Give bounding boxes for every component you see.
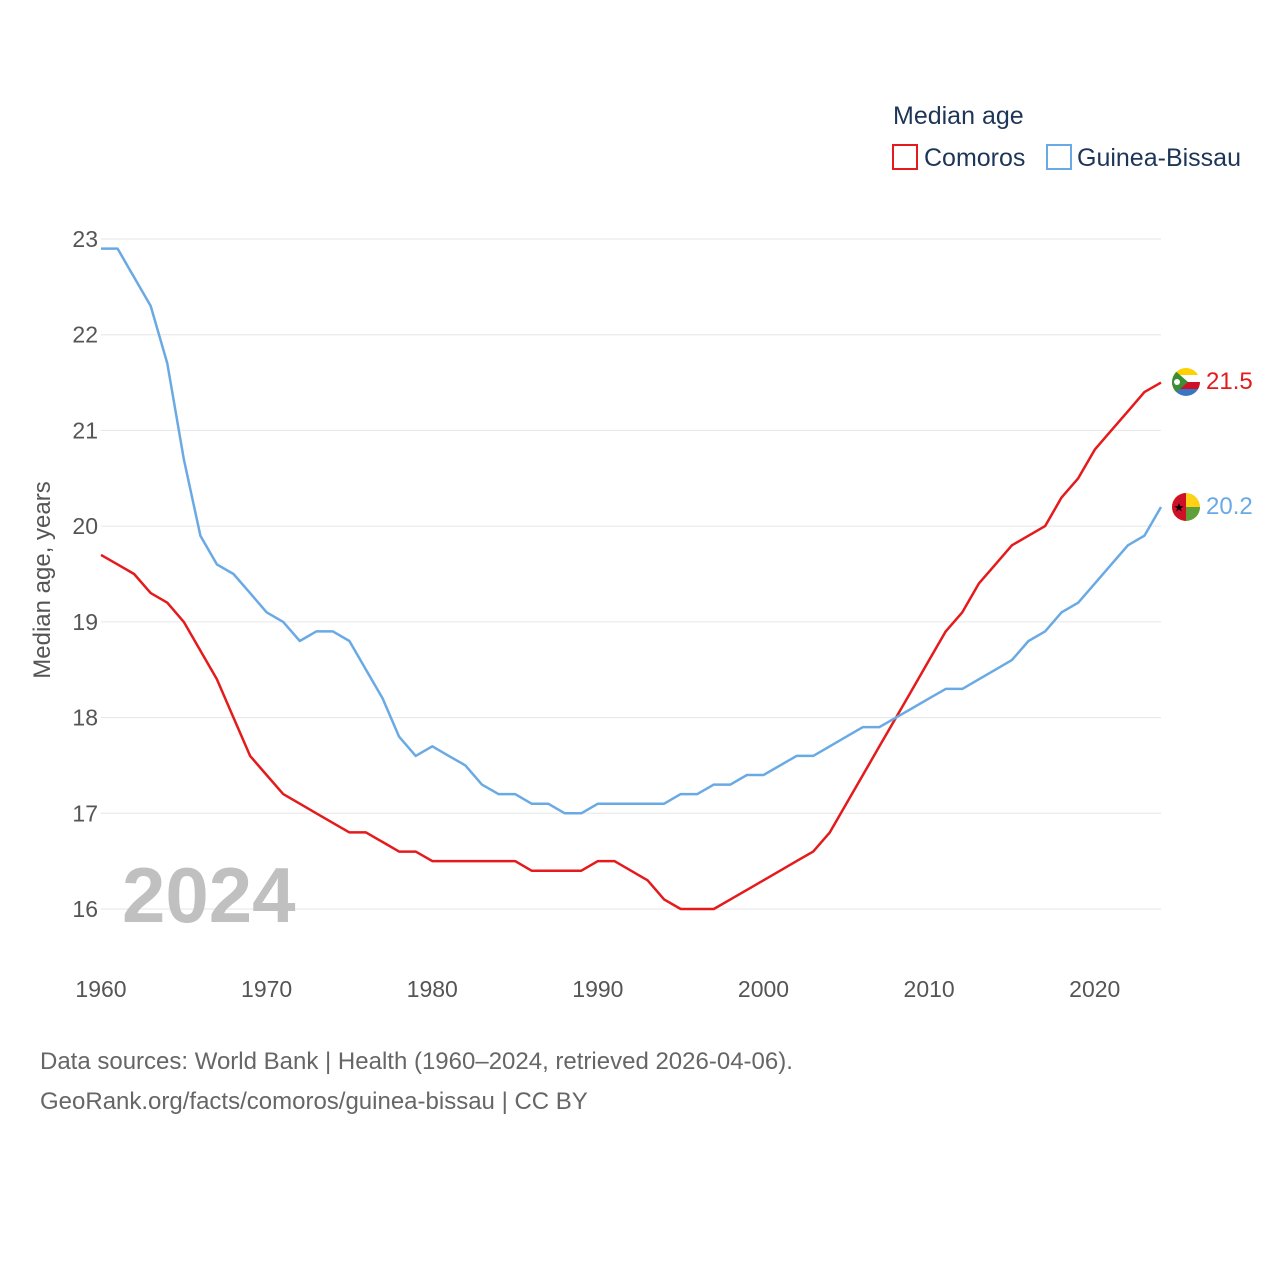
- legend: Median age Comoros Guinea-Bissau: [892, 102, 1241, 172]
- end-value-guinea-bissau: 20.2: [1206, 493, 1253, 520]
- x-tick-label: 1990: [572, 976, 623, 1002]
- year-watermark: 2024: [122, 851, 296, 939]
- x-tick-label: 2020: [1069, 976, 1120, 1002]
- gridlines: [101, 238, 1161, 910]
- guinea-bissau-flag-icon: [1172, 493, 1200, 521]
- end-value-comoros: 21.5: [1206, 368, 1253, 395]
- x-tick-label: 1980: [407, 976, 458, 1002]
- legend-title: Median age: [893, 102, 1024, 130]
- y-tick-label: 16: [72, 896, 98, 922]
- source-line: Data sources: World Bank | Health (1960–…: [40, 1048, 793, 1075]
- legend-swatch-comoros: [892, 144, 918, 170]
- x-tick-label: 2010: [904, 976, 955, 1002]
- y-tick-label: 20: [72, 513, 98, 539]
- y-tick-label: 22: [72, 322, 98, 348]
- x-tick-label: 1960: [75, 976, 126, 1002]
- source-url: GeoRank.org/facts/comoros/guinea-bissau …: [40, 1088, 588, 1115]
- y-tick-label: 21: [72, 417, 98, 443]
- series-line-guinea-bissau: [101, 247, 1163, 815]
- y-tick-label: 19: [72, 609, 98, 635]
- x-axis-ticks: 1960 1970 1980 1990 2000 2010 2020: [75, 976, 1120, 1002]
- x-tick-label: 1970: [241, 976, 292, 1002]
- y-axis-ticks: 16 17 18 19 20 21 22 23: [72, 226, 98, 922]
- y-tick-label: 18: [72, 705, 98, 731]
- legend-swatch-guinea-bissau: [1046, 144, 1072, 170]
- comoros-flag-icon: [1172, 368, 1200, 396]
- y-axis-label: Median age, years: [29, 481, 56, 678]
- line-chart: 16 17 18 19 20 21 22 23 1960 1970 1980 1990 2000 201…: [29, 102, 1253, 1002]
- series-lines: [100, 247, 1163, 911]
- y-tick-label: 23: [72, 226, 98, 252]
- series-line-comoros: [100, 381, 1162, 911]
- x-tick-label: 2000: [738, 976, 789, 1002]
- source-note: Data sources: World Bank | Health (1960–…: [40, 1042, 793, 1122]
- y-tick-label: 17: [72, 800, 98, 826]
- legend-label-comoros: Comoros: [924, 144, 1025, 172]
- legend-label-guinea-bissau: Guinea-Bissau: [1077, 144, 1241, 172]
